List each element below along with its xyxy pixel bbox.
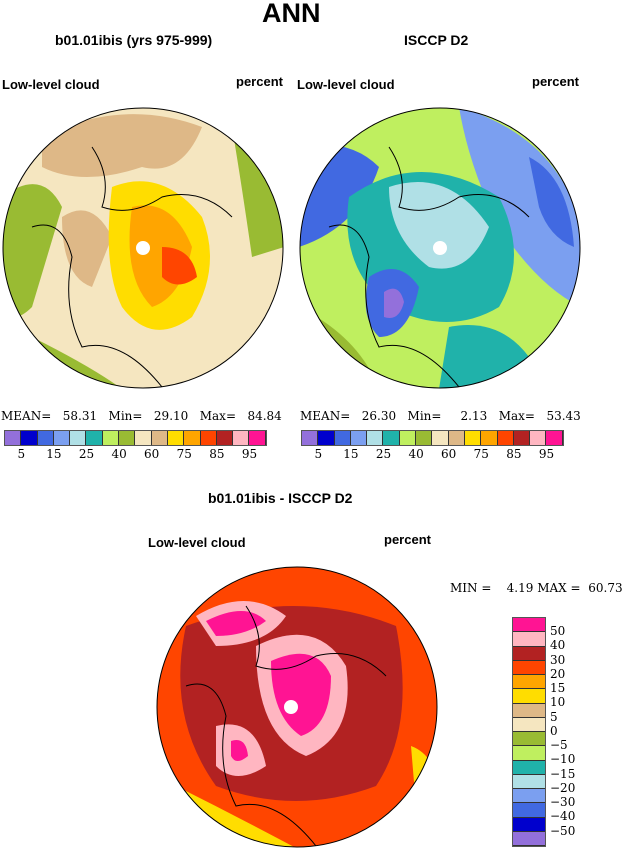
colorbar-label: 85 [209, 447, 225, 461]
colorbar-label: 20 [550, 666, 566, 681]
colorbar-swatch [86, 431, 103, 445]
colorbar-swatch [513, 803, 545, 818]
colorbar-label: 75 [176, 447, 192, 461]
colorbar-label: 25 [78, 447, 95, 461]
colorbar-swatch [513, 689, 545, 704]
left-colorbar [4, 430, 267, 446]
colorbar-swatch [513, 817, 545, 832]
colorbar-swatch [432, 431, 449, 445]
colorbar-swatch [513, 831, 545, 846]
right-panel-title: ISCCP D2 [404, 32, 469, 48]
colorbar-swatch [513, 760, 545, 775]
colorbar-swatch [416, 431, 433, 445]
colorbar-swatch [102, 431, 120, 445]
colorbar-label: 40 [111, 447, 127, 461]
page-title: ANN [262, 0, 321, 28]
left-units-label: percent [236, 74, 283, 89]
colorbar-swatch [513, 618, 545, 633]
colorbar-swatch [513, 732, 545, 747]
colorbar-swatch [21, 431, 38, 445]
colorbar-swatch [70, 431, 87, 445]
right-stats: MEAN= 26.30 Min= 2.13 Max= 53.43 [300, 409, 581, 423]
left-stats: MEAN= 58.31 Min= 29.10 Max= 84.84 [1, 409, 282, 423]
colorbar-label: 60 [441, 447, 457, 461]
colorbar-label: 0 [550, 723, 558, 738]
diff-panel-title: b01.01ibis - ISCCP D2 [208, 490, 353, 506]
colorbar-label: 85 [506, 447, 522, 461]
colorbar-swatch [448, 431, 465, 445]
colorbar-swatch [200, 431, 217, 445]
colorbar-swatch [216, 431, 234, 445]
colorbar-swatch [151, 431, 168, 445]
colorbar-label: 40 [550, 638, 566, 653]
colorbar-swatch [513, 703, 545, 718]
diff-stats: MIN = 4.19 MAX = 60.73 [450, 581, 623, 595]
colorbar-label: 60 [144, 447, 160, 461]
colorbar-swatch [167, 431, 185, 445]
colorbar-swatch [367, 431, 384, 445]
colorbar-swatch [464, 431, 482, 445]
colorbar-label: 5 [314, 447, 323, 461]
diff-colorbar [512, 617, 546, 847]
colorbar-swatch [184, 431, 201, 445]
colorbar-swatch [334, 431, 351, 445]
colorbar-label: 10 [550, 695, 566, 710]
colorbar-swatch [513, 431, 531, 445]
colorbar-swatch [513, 675, 545, 690]
colorbar-swatch [37, 431, 54, 445]
colorbar-label: 25 [375, 447, 392, 461]
colorbar-label: 30 [550, 652, 566, 667]
colorbar-label: 5 [550, 709, 558, 724]
colorbar-swatch [546, 431, 563, 445]
colorbar-label: −5 [550, 738, 568, 752]
right-polar-map [299, 107, 581, 389]
colorbar-swatch [513, 774, 545, 789]
colorbar-label: −40 [550, 809, 576, 824]
colorbar-label: 95 [538, 447, 555, 461]
colorbar-swatch [513, 717, 545, 732]
colorbar-label: 15 [343, 447, 359, 461]
colorbar-swatch [530, 431, 547, 445]
colorbar-swatch [513, 746, 545, 761]
diff-variable-label: Low-level cloud [148, 535, 246, 550]
colorbar-swatch [513, 789, 545, 804]
left-variable-label: Low-level cloud [2, 77, 100, 92]
colorbar-label: −20 [550, 780, 576, 795]
left-polar-map [2, 107, 284, 389]
colorbar-label: 95 [241, 447, 258, 461]
colorbar-label: 5 [17, 447, 26, 461]
colorbar-swatch [233, 431, 250, 445]
colorbar-label: 15 [550, 681, 566, 695]
colorbar-swatch [5, 431, 22, 445]
colorbar-swatch [318, 431, 335, 445]
colorbar-swatch [513, 632, 545, 647]
colorbar-swatch [53, 431, 71, 445]
colorbar-label: −15 [550, 766, 576, 781]
colorbar-swatch [249, 431, 266, 445]
colorbar-swatch [302, 431, 319, 445]
right-units-label: percent [532, 74, 579, 89]
colorbar-swatch [383, 431, 400, 445]
colorbar-swatch [135, 431, 152, 445]
colorbar-label: −50 [550, 823, 576, 838]
colorbar-swatch [497, 431, 514, 445]
diff-units-label: percent [384, 532, 431, 547]
left-panel-title: b01.01ibis (yrs 975-999) [55, 32, 213, 48]
colorbar-label: 75 [473, 447, 489, 461]
colorbar-label: 15 [46, 447, 62, 461]
colorbar-swatch [513, 660, 545, 675]
right-colorbar [301, 430, 564, 446]
colorbar-swatch [350, 431, 368, 445]
right-variable-label: Low-level cloud [297, 77, 395, 92]
colorbar-swatch [513, 646, 545, 661]
colorbar-swatch [119, 431, 136, 445]
colorbar-swatch [399, 431, 417, 445]
colorbar-label: 50 [550, 624, 566, 638]
colorbar-label: −10 [550, 752, 576, 767]
colorbar-label: −30 [550, 795, 576, 809]
colorbar-label: 40 [408, 447, 424, 461]
colorbar-swatch [481, 431, 498, 445]
diff-polar-map [156, 566, 438, 848]
